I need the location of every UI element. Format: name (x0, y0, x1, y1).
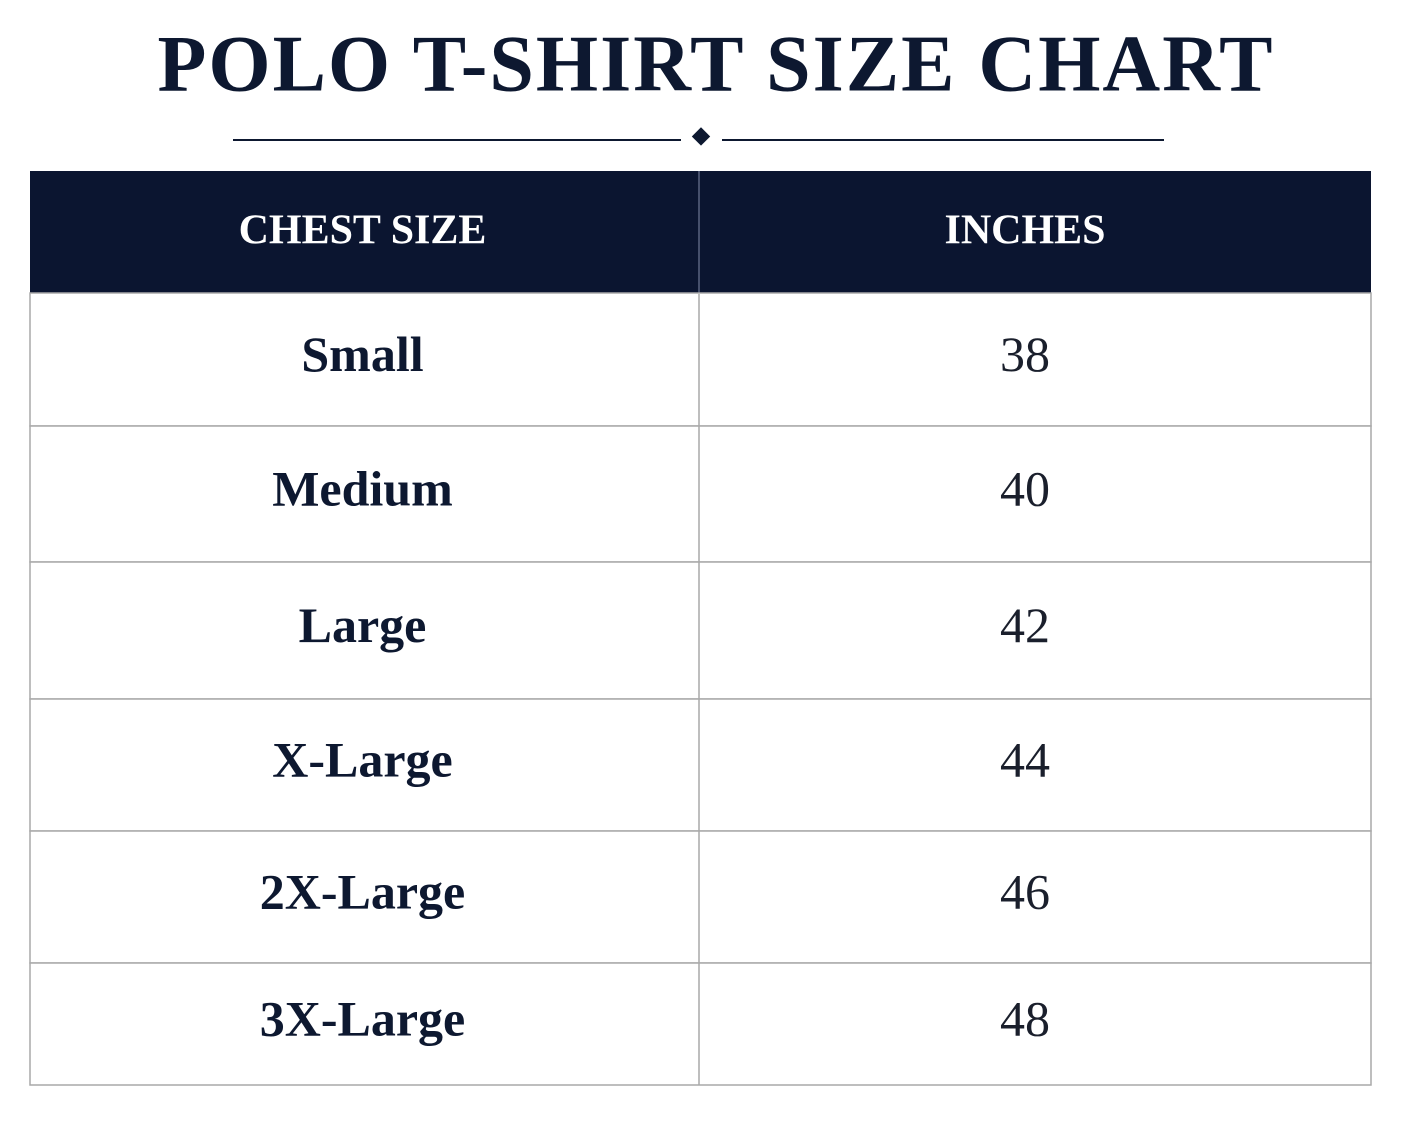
inches-cell: 38 (1000, 326, 1050, 382)
size-cell: Medium (272, 460, 453, 516)
table-header (30, 171, 1371, 294)
divider-diamond (691, 127, 711, 146)
table-row (29, 962, 1372, 1086)
table-row (29, 830, 1372, 964)
inches-cell: 44 (1000, 731, 1050, 787)
size-cell: X-Large (272, 731, 453, 787)
table-row (29, 292, 1372, 427)
inches-cell: 48 (1000, 990, 1050, 1046)
size-cell: Small (301, 326, 423, 382)
inches-cell: 46 (1000, 863, 1050, 919)
size-cell: 2X-Large (260, 863, 466, 919)
inches-cell: 42 (1000, 597, 1050, 653)
size-cell: Large (299, 597, 427, 653)
column-header: CHEST SIZE (239, 208, 487, 254)
inches-cell: 40 (1000, 460, 1050, 516)
title: POLO T-SHIRT SIZE CHART (157, 20, 1274, 108)
table-row (29, 698, 1372, 832)
column-header: INCHES (944, 208, 1105, 254)
table-row (29, 425, 1372, 563)
size-cell: 3X-Large (260, 990, 466, 1046)
table-row (29, 561, 1372, 700)
